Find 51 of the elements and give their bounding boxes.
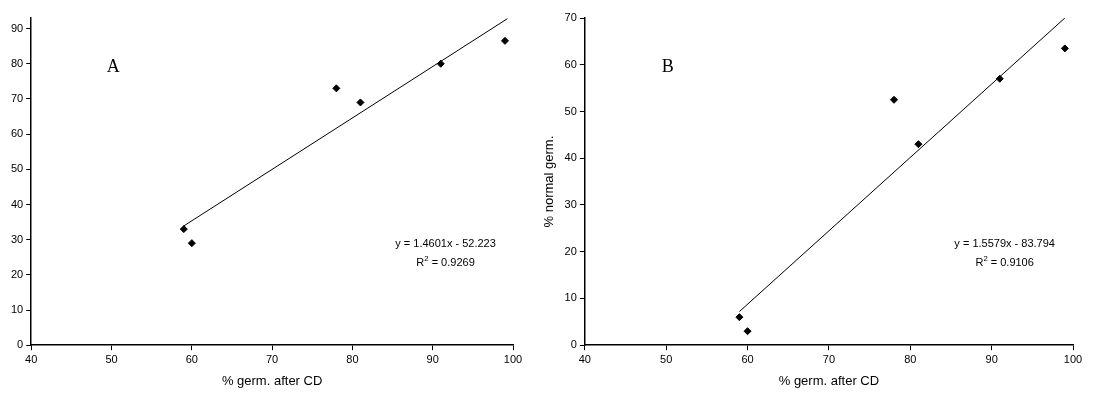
y-tick-label: 40: [10, 197, 24, 210]
point: [187, 239, 196, 248]
x-tick-label: 100: [1063, 352, 1083, 365]
y-tick-label: 60: [564, 57, 577, 70]
annotation: y = 1.4601x - 52.223: [395, 236, 496, 249]
point: [735, 313, 744, 322]
y-tick-label: 50: [10, 162, 24, 175]
point: [356, 98, 365, 107]
y-tick-label: 90: [10, 21, 24, 34]
point: [436, 59, 445, 68]
point: [914, 140, 923, 149]
y-tick-label: 70: [564, 11, 577, 24]
x-tick-label: 40: [578, 352, 591, 365]
x-tick-label: 90: [985, 352, 998, 365]
y-tick-label: 40: [564, 151, 577, 164]
y-tick-label: 30: [564, 198, 577, 210]
x-tick-label: 60: [185, 352, 198, 365]
y-tick-label: 50: [564, 104, 577, 117]
y-tick-label: 70: [10, 91, 24, 104]
x-tick-label: 90: [426, 352, 439, 365]
point: [1060, 44, 1069, 53]
annotation: B: [661, 55, 674, 76]
x-tick-label: 80: [346, 352, 359, 365]
x-axis-title: % germ. after CD: [778, 372, 880, 388]
y-tick-label: 10: [10, 303, 24, 316]
annotation: y = 1.5579x - 83.794: [954, 236, 1055, 249]
y-axis-title: % normal germ.: [541, 135, 557, 228]
point: [500, 36, 509, 45]
x-axis-title: % germ. after CD: [221, 372, 323, 388]
y-tick-label: 30: [10, 232, 24, 245]
x-tick-label: 100: [503, 352, 523, 365]
y-tick-label: 20: [10, 267, 24, 280]
x-tick-label: 40: [25, 352, 38, 365]
y-tick-label: 80: [10, 56, 24, 69]
y-tick-label: 60: [10, 127, 24, 140]
x-tick-label: 80: [904, 352, 917, 365]
x-tick-label: 50: [660, 352, 673, 365]
x-tick-label: 70: [265, 352, 279, 365]
y-tick-label: 0: [570, 338, 577, 351]
x-tick-label: 60: [741, 352, 754, 365]
x-tick-label: 50: [105, 352, 118, 365]
x-tick-label: 70: [822, 352, 836, 365]
y-tick-label: 20: [564, 244, 577, 257]
point: [995, 74, 1004, 83]
point: [179, 225, 188, 234]
point: [890, 95, 899, 104]
point: [332, 84, 341, 93]
y-tick-label: 0: [17, 338, 24, 351]
annotation: A: [106, 55, 120, 76]
point: [743, 327, 752, 336]
y-tick-label: 10: [564, 291, 577, 304]
